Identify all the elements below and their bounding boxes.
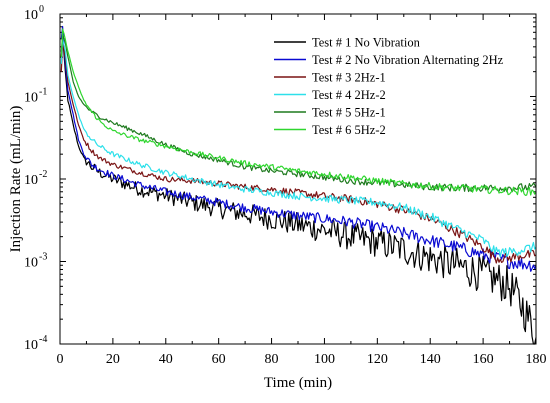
- x-tick-label: 40: [159, 352, 173, 367]
- legend-label-1: Test # 1 No Vibration: [312, 36, 421, 50]
- x-tick-label: 120: [367, 352, 388, 367]
- y-tick-label: 10: [24, 256, 38, 271]
- series-line-4: [60, 38, 537, 258]
- x-axis-ticks: 0 20 40 60 80 100 120 140 160 180: [57, 14, 547, 367]
- legend-label-4: Test # 4 2Hz-2: [312, 88, 386, 102]
- x-tick-label: 100: [314, 352, 335, 367]
- series-line-2: [60, 25, 537, 272]
- x-tick-label: 140: [420, 352, 441, 367]
- x-tick-label: 180: [526, 352, 547, 367]
- legend-label-2: Test # 2 No Vibration Alternating 2Hz: [312, 53, 504, 67]
- legend-label-3: Test # 3 2Hz-1: [312, 71, 386, 85]
- y-tick-base: 10: [24, 8, 38, 23]
- x-tick-label: 20: [106, 352, 120, 367]
- y-tick-label: 10: [24, 91, 38, 106]
- y-tick-base: 10: [24, 338, 38, 353]
- y-tick-exponent: -3: [39, 252, 47, 263]
- y-tick-label: 10: [24, 338, 38, 353]
- y-tick-exponent: -1: [39, 87, 47, 98]
- legend-label-5: Test # 5 5Hz-1: [312, 106, 386, 120]
- legend-label-6: Test # 6 5Hz-2: [312, 123, 386, 137]
- series-lines: [60, 25, 537, 345]
- legend: Test # 1 No Vibration Test # 2 No Vibrati…: [274, 36, 504, 137]
- y-axis-label: Injection Rate (mL/min): [8, 106, 24, 253]
- series-line-1: [60, 37, 537, 345]
- x-axis-label: Time (min): [264, 375, 332, 391]
- y-tick-label: 10: [24, 8, 38, 23]
- y-tick-base: 10: [24, 91, 38, 106]
- y-tick-exponent: 0: [39, 4, 44, 15]
- x-tick-label: 0: [57, 352, 64, 367]
- plot-frame: [59, 13, 537, 345]
- x-tick-label: 160: [473, 352, 494, 367]
- series-line-5: [60, 34, 537, 193]
- y-tick-exponent: -2: [39, 169, 47, 180]
- y-tick-label: 10: [24, 173, 38, 188]
- x-tick-label: 80: [265, 352, 279, 367]
- y-tick-base: 10: [24, 173, 38, 188]
- series-line-3: [60, 41, 537, 264]
- y-tick-exponent: -4: [39, 334, 47, 345]
- x-tick-label: 60: [212, 352, 226, 367]
- y-tick-base: 10: [24, 256, 38, 271]
- series-line-6: [60, 28, 537, 196]
